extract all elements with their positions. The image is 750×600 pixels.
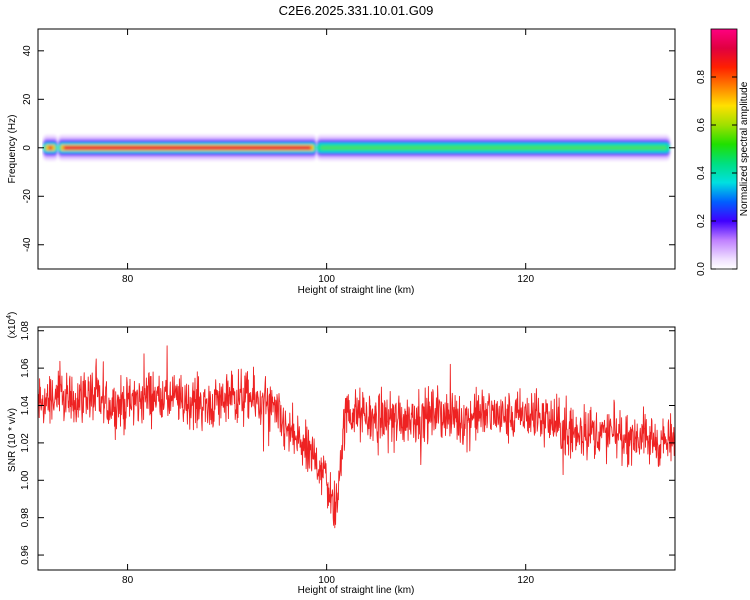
colorbar-tick-label: 0.2 [696, 214, 707, 228]
spectrogram-x-axis-label: Height of straight line (km) [298, 285, 415, 296]
spectral-band-segment [42, 134, 58, 161]
snr-y-tick-label: 0.96 [20, 545, 31, 565]
snr-x-tick-label: 100 [318, 575, 335, 586]
snr-series-line [38, 345, 675, 529]
colorbar-gradient [710, 28, 738, 270]
spectrogram-y-axis-label: Frequency (Hz) [7, 115, 18, 184]
snr-x-tick-label: 80 [122, 575, 134, 586]
colorbar-label: Normalized spectral amplitude [739, 81, 750, 216]
spectrogram-y-tick-label: -40 [22, 237, 33, 252]
spectrogram-x-ticks: 80 100 120 [122, 29, 534, 285]
snr-y-tick-label: 0.98 [20, 507, 31, 527]
snr-panel: 80 100 120 0.96 0.98 1.00 1.02 1.04 1.06 1.08 He… [6, 312, 676, 596]
colorbar: 0.0 0.2 0.4 0.6 0.8 Normalized spectral ampl… [696, 28, 750, 276]
spectrogram-y-ticks: 40 20 0 -20 -40 [22, 45, 675, 252]
spectrogram-y-tick-label: 40 [22, 45, 33, 57]
spectral-band-segment [57, 134, 317, 161]
spectral-band-core [63, 145, 311, 150]
spectrogram-x-tick-label: 120 [517, 274, 534, 285]
colorbar-tick-label: 0.0 [696, 262, 707, 276]
snr-y-multiplier-exponent: 4 [6, 315, 13, 319]
spectral-band [42, 134, 671, 161]
spectrogram-y-tick-label: 20 [22, 93, 33, 105]
spectrogram-x-tick-label: 100 [318, 274, 335, 285]
spectrogram-x-tick-label: 80 [122, 274, 134, 285]
snr-y-ticks: 0.96 0.98 1.00 1.02 1.04 1.06 1.08 [20, 321, 675, 565]
spectrogram-y-tick-label: 0 [22, 145, 33, 151]
spectral-band-segment [316, 134, 671, 161]
spectrogram-frame [37, 28, 676, 270]
colorbar-ticks: 0.0 0.2 0.4 0.6 0.8 [696, 70, 737, 276]
snr-y-tick-label: 1.06 [20, 358, 31, 378]
snr-x-tick-label: 120 [517, 575, 534, 586]
snr-y-tick-label: 1.00 [20, 470, 31, 490]
colorbar-tick-label: 0.4 [696, 166, 707, 180]
snr-y-multiplier: (x104) [6, 312, 18, 339]
colorbar-tick-label: 0.8 [696, 70, 707, 84]
snr-y-multiplier-base: (x10 [7, 318, 18, 338]
snr-x-axis-label: Height of straight line (km) [298, 585, 415, 596]
snr-y-tick-label: 1.04 [20, 395, 31, 415]
spectrogram-panel: 80 100 120 40 20 0 -20 -40 Height of straight … [7, 28, 676, 296]
spectral-band-core [320, 145, 667, 150]
snr-y-tick-label: 1.08 [20, 321, 31, 341]
snr-frame [37, 326, 676, 571]
snr-x-ticks: 80 100 120 [122, 327, 534, 586]
figure-title: C2E6.2025.331.10.01.G09 [279, 3, 434, 18]
spectrogram-y-tick-label: -20 [22, 189, 33, 204]
colorbar-tick-label: 0.6 [696, 118, 707, 132]
snr-y-multiplier-close: ) [7, 312, 18, 315]
spectral-band-core [48, 145, 52, 150]
snr-y-tick-label: 1.02 [20, 433, 31, 453]
snr-y-axis-label: SNR (10 * v/v) [7, 408, 18, 472]
